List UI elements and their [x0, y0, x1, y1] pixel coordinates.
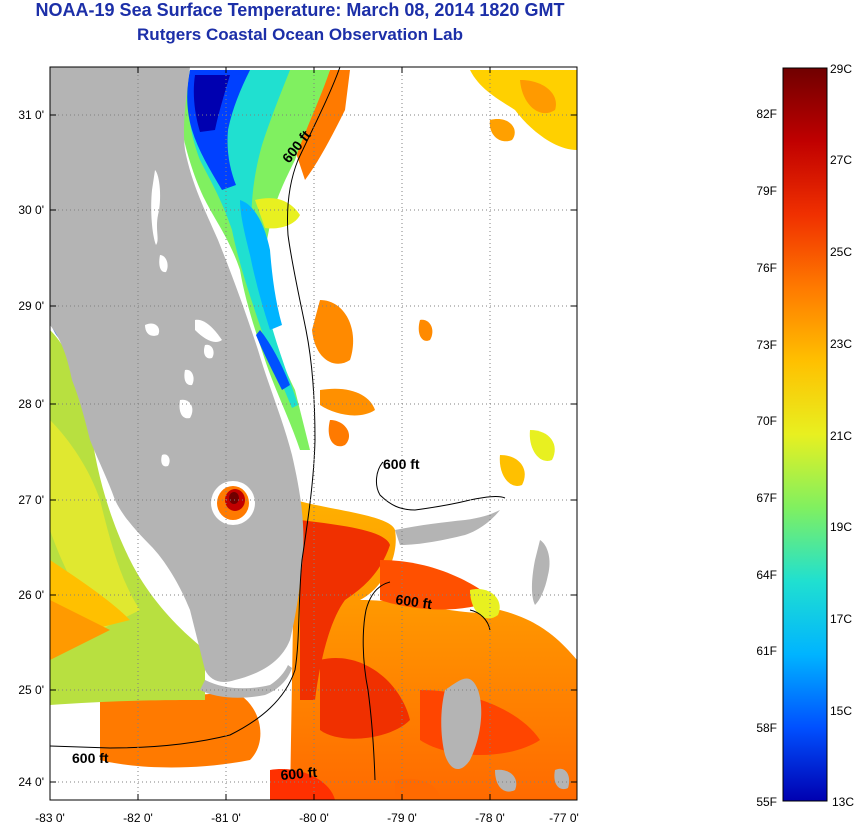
- fahrenheit-label: 82F: [756, 107, 777, 121]
- lat-label: 25 0': [18, 683, 44, 697]
- colorbar-gradient: [782, 67, 828, 802]
- lake-okeechobee: [211, 481, 255, 525]
- lat-label: 26 0': [18, 588, 44, 602]
- lon-label: -81 0': [211, 811, 241, 825]
- lon-label: -78 0': [475, 811, 505, 825]
- fahrenheit-label: 76F: [756, 261, 777, 275]
- map-title: NOAA-19 Sea Surface Temperature: March 0…: [35, 0, 565, 20]
- fahrenheit-label: 64F: [756, 568, 777, 582]
- colorbar-celsius-labels: 29C 27C 25C 23C 21C 19C 17C 15C 13C: [830, 62, 854, 809]
- celsius-label: 21C: [830, 429, 852, 443]
- lon-label: -83 0': [35, 811, 65, 825]
- celsius-label: 23C: [830, 337, 852, 351]
- contour-label-gulf: 600 ft: [72, 750, 109, 766]
- lon-label: -79 0': [387, 811, 417, 825]
- lat-label: 27 0': [18, 493, 44, 507]
- isobath-600ft: [50, 67, 506, 781]
- lat-label: 28 0': [18, 397, 44, 411]
- latitude-labels: 31 0' 30 0' 29 0' 28 0' 27 0' 26 0' 25 0…: [18, 108, 44, 789]
- sst-coastal-cold-band: [180, 70, 330, 450]
- map-plot: [50, 67, 577, 800]
- fahrenheit-label: 58F: [756, 721, 777, 735]
- celsius-label: 19C: [830, 520, 852, 534]
- land-florida: [50, 67, 304, 682]
- colorbar: 29C 27C 25C 23C 21C 19C 17C 15C 13C 82F …: [756, 62, 854, 809]
- celsius-label: 17C: [830, 612, 852, 626]
- lat-label: 30 0': [18, 203, 44, 217]
- axis-ticks: [49, 67, 578, 800]
- celsius-label: 27C: [830, 153, 852, 167]
- fahrenheit-label: 73F: [756, 338, 777, 352]
- fahrenheit-label: 70F: [756, 414, 777, 428]
- celsius-label: 13C: [832, 795, 854, 809]
- contour-label-cay-sal: 600 ft: [395, 591, 434, 612]
- celsius-label: 25C: [830, 245, 852, 259]
- lat-label: 24 0': [18, 775, 44, 789]
- lon-label: -82 0': [123, 811, 153, 825]
- fahrenheit-label: 67F: [756, 491, 777, 505]
- lat-label: 31 0': [18, 108, 44, 122]
- celsius-label: 29C: [830, 62, 852, 76]
- contour-label-south: 600 ft: [280, 764, 318, 783]
- fahrenheit-label: 61F: [756, 644, 777, 658]
- lon-label: -77 0': [549, 811, 579, 825]
- lat-label: 29 0': [18, 299, 44, 313]
- lon-label: -80 0': [299, 811, 329, 825]
- longitude-labels: -83 0' -82 0' -81 0' -80 0' -79 0' -78 0…: [35, 811, 579, 825]
- celsius-label: 15C: [830, 704, 852, 718]
- fahrenheit-label: 79F: [756, 184, 777, 198]
- map-subtitle: Rutgers Coastal Ocean Observation Lab: [137, 25, 463, 44]
- land-bahamas: [395, 510, 570, 792]
- contour-label-bahama-bank: 600 ft: [383, 456, 420, 472]
- fahrenheit-label: 55F: [756, 795, 777, 809]
- colorbar-fahrenheit-labels: 82F 79F 76F 73F 70F 67F 64F 61F 58F 55F: [756, 107, 777, 809]
